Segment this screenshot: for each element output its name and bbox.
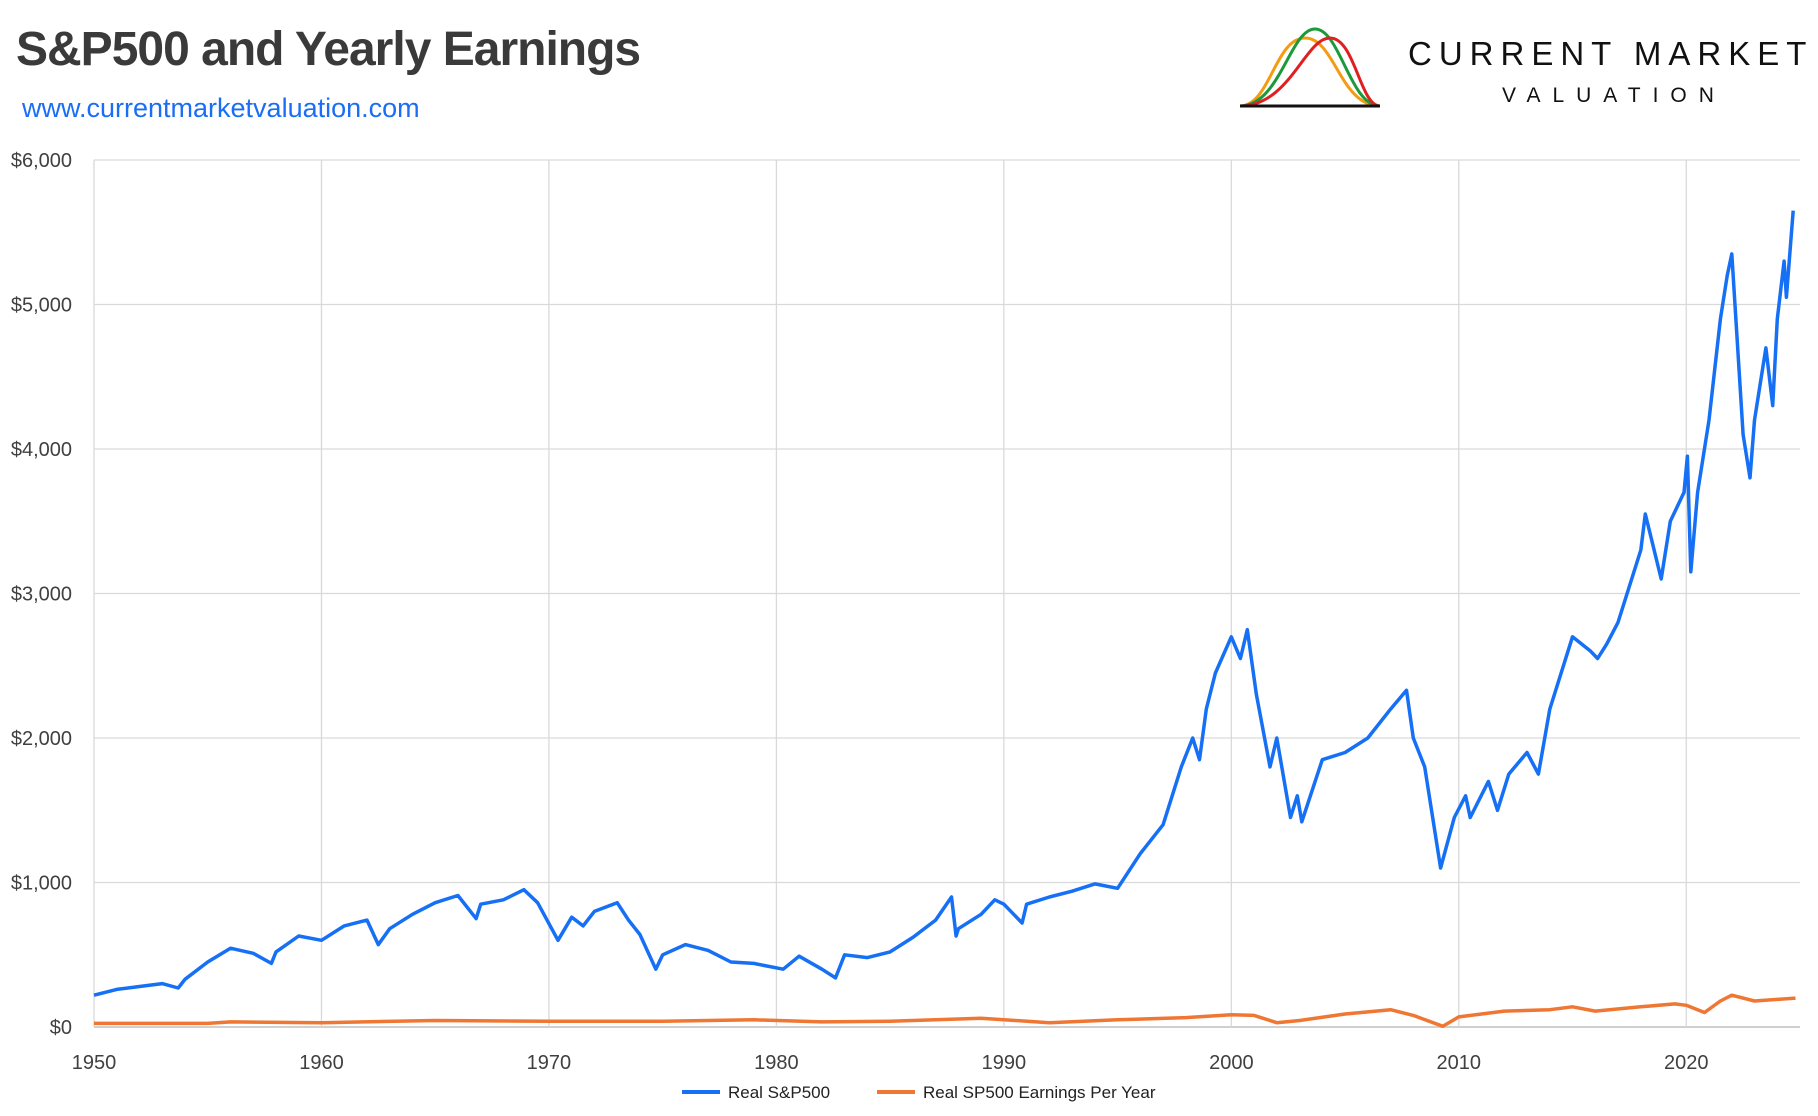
bell-curves-logo-icon (1239, 27, 1381, 108)
x-tick-label: 1980 (754, 1052, 799, 1074)
logo: CURRENT MARKET VALUATION (1230, 26, 1810, 116)
x-tick-label: 1990 (982, 1052, 1027, 1074)
y-tick-label: $5,000 (11, 295, 72, 317)
x-tick-label: 2020 (1664, 1052, 1709, 1074)
x-tick-label: 1950 (72, 1052, 117, 1074)
series-line-1 (94, 993, 1796, 1029)
logo-text-line1: CURRENT MARKET (1408, 35, 1814, 72)
y-tick-label: $2,000 (11, 728, 72, 750)
logo-text-line2: VALUATION (1502, 84, 1726, 107)
chart-title: S&P500 and Yearly Earnings (16, 23, 641, 76)
x-tick-label: 1970 (527, 1052, 572, 1074)
y-tick-label: $0 (50, 1017, 72, 1039)
x-tick-label: 1960 (299, 1052, 344, 1074)
y-tick-label: $4,000 (11, 439, 72, 461)
series-line-0 (93, 210, 1795, 997)
x-tick-label: 2010 (1437, 1052, 1482, 1074)
y-tick-label: $6,000 (11, 150, 72, 172)
y-tick-label: $3,000 (11, 584, 72, 606)
legend-label-0: Real S&P500 (728, 1083, 830, 1102)
website-link[interactable]: www.currentmarketvaluation.com (22, 93, 420, 123)
legend-label-1: Real SP500 Earnings Per Year (923, 1083, 1156, 1102)
y-tick-label: $1,000 (11, 873, 72, 895)
x-tick-label: 2000 (1209, 1052, 1254, 1074)
